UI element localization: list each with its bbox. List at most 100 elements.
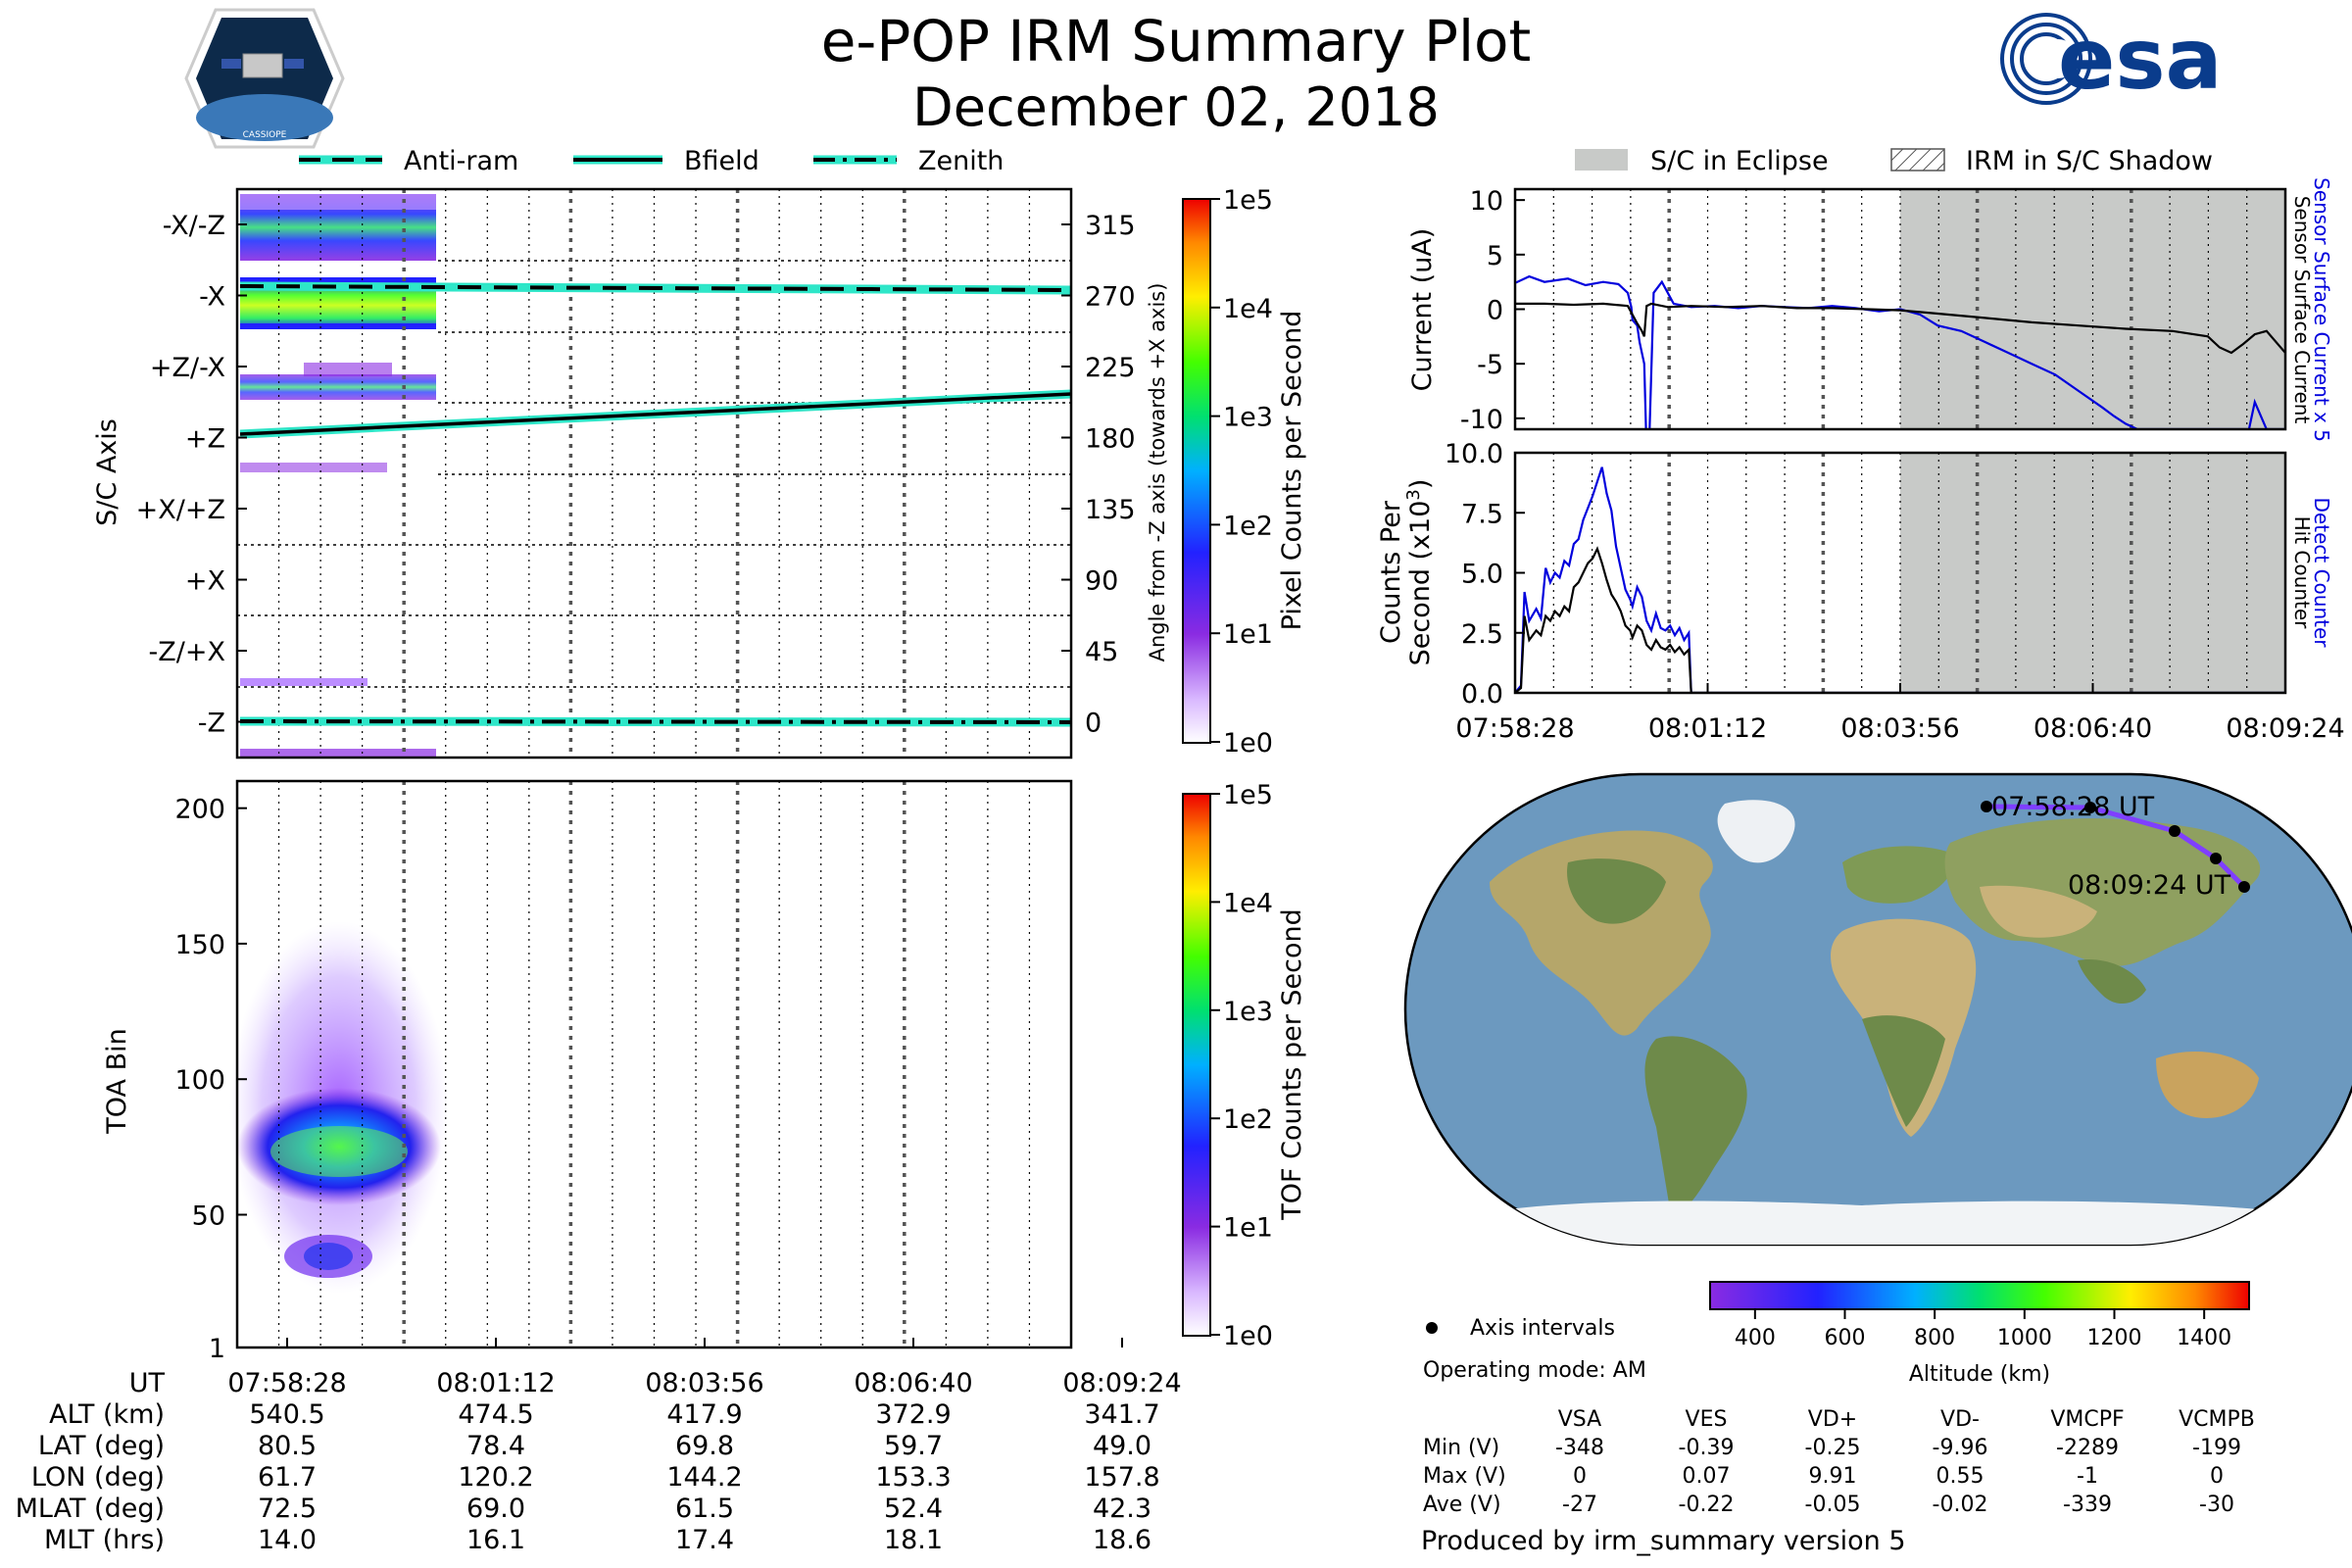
altitude-tick-label: 400 (1735, 1326, 1776, 1350)
toa-tick-label: 200 (174, 795, 225, 825)
y-tick-label: -10 (1460, 405, 1503, 435)
tof-colorbar-tick: 1e2 (1223, 1104, 1273, 1135)
track-point (1981, 801, 1992, 812)
orbit-cell: 17.4 (675, 1525, 734, 1555)
orbit-row-label: ALT (km) (49, 1399, 165, 1430)
axis-interval-marker (1426, 1322, 1438, 1334)
voltage-cell: -339 (2063, 1493, 2112, 1517)
sc-axis-right-ylabel: Angle from -Z axis (towards +X axis) (1146, 283, 1169, 662)
top-left-legend: Anti-ram Bfield Zenith (299, 146, 1004, 176)
page-subtitle: December 02, 2018 (912, 76, 1440, 138)
voltage-row-label: Max (V) (1423, 1464, 1506, 1489)
time-tick-label: 07:58:28 (1455, 713, 1574, 744)
voltage-header: VD- (1940, 1407, 1980, 1432)
legend-zenith: Zenith (918, 146, 1004, 176)
detect-counter-series (1515, 466, 2285, 693)
orbit-cell: 07:58:28 (227, 1368, 346, 1398)
pixel-colorbar-label: Pixel Counts per Second (1277, 311, 1307, 631)
voltage-cell: -199 (2192, 1436, 2241, 1460)
voltage-cell: 9.91 (1809, 1464, 1857, 1489)
world-map: 07:58:28 UT 08:09:24 UT (1403, 772, 2352, 1247)
orbit-cell: 69.0 (466, 1494, 525, 1524)
counts-x-ticks: 07:58:28 08:01:12 08:03:56 08:06:40 08:09:24 (1455, 683, 2345, 744)
angle-tick-label: 270 (1085, 282, 1136, 313)
voltage-cell: 0 (1573, 1464, 1587, 1489)
toa-tick-label: 50 (192, 1200, 225, 1231)
anti-ram-line (239, 281, 1072, 295)
voltage-cell: -2289 (2056, 1436, 2119, 1460)
altitude-tick-label: 800 (1914, 1326, 1955, 1350)
orbit-cell: 540.5 (249, 1399, 324, 1430)
track-point (2169, 825, 2180, 837)
cassiope-logo-text: CASSIOPE (243, 130, 287, 140)
toa-x-ticks (286, 1338, 1123, 1348)
axis-interval-label: Axis intervals (1470, 1316, 1615, 1341)
y-tick-label: 10 (1470, 186, 1503, 217)
legend-eclipse: S/C in Eclipse (1650, 146, 1829, 176)
toa-tick-label: 150 (174, 930, 225, 960)
orbit-row-label: LON (deg) (31, 1462, 165, 1493)
toa-heatmap-data (229, 921, 449, 1294)
orbit-cell: 18.6 (1093, 1525, 1152, 1555)
orbit-cell: 14.0 (258, 1525, 317, 1555)
sc-axis-time-grid (277, 189, 1031, 758)
voltage-cell: -0.05 (1805, 1493, 1861, 1517)
toa-time-grid (277, 781, 1031, 1348)
angle-tick-label: 0 (1085, 709, 1102, 739)
orbit-cell: 157.8 (1084, 1462, 1159, 1493)
y-tick-label: 7.5 (1461, 499, 1503, 529)
esa-logo: esa (1997, 10, 2223, 109)
voltage-header: VCMPB (2179, 1407, 2255, 1432)
sc-axis-label: -X/-Z (163, 211, 225, 241)
pixel-colorbar-tick: 1e3 (1223, 403, 1273, 433)
legend-shadow: IRM in S/C Shadow (1966, 146, 2213, 176)
angle-tick-label: 180 (1085, 424, 1136, 455)
sc-axis-label: -Z/+X (149, 637, 225, 667)
orbit-cell: 417.9 (666, 1399, 742, 1430)
sc-axis-label: +Z (185, 424, 225, 455)
track-start-label: 07:58:28 UT (1991, 792, 2155, 822)
track-point (2210, 853, 2222, 864)
voltage-cell: -0.02 (1933, 1493, 1988, 1517)
operating-mode: Operating mode: AM (1423, 1358, 1646, 1383)
sc-axis-angle-labels: 315 270 225 180 135 90 45 0 (1061, 211, 1136, 739)
current-right-label-blue: Sensor Surface Current x 5 (2310, 177, 2333, 442)
orbit-row-label: MLAT (deg) (16, 1494, 165, 1524)
voltage-header: VES (1686, 1407, 1728, 1432)
voltage-cell: -0.22 (1679, 1493, 1735, 1517)
altitude-colorbar: 400 600 800 1000 1200 1400 Altitude (km) (1709, 1281, 2250, 1387)
hit-counter-series (1515, 546, 2285, 693)
current-ylabel: Current (uA) (1407, 228, 1438, 392)
orbit-cell: 08:06:40 (854, 1368, 972, 1398)
toa-tick-label: 1 (209, 1334, 225, 1364)
footer-text: Produced by irm_summary version 5 (1421, 1526, 1906, 1556)
tof-colorbar-tick: 1e1 (1223, 1213, 1273, 1244)
voltage-cell: 0 (2210, 1464, 2224, 1489)
track-point (2238, 881, 2250, 893)
voltage-header: VD+ (1808, 1407, 1857, 1432)
voltage-cell: -348 (1555, 1436, 1604, 1460)
orbit-cell: 08:03:56 (645, 1368, 763, 1398)
altitude-tick-label: 1200 (2087, 1326, 2142, 1350)
voltage-cell: 0.55 (1936, 1464, 1984, 1489)
top-right-legend: S/C in Eclipse IRM in S/C Shadow (1575, 146, 2213, 176)
altitude-colorbar-label: Altitude (km) (1909, 1362, 2050, 1387)
orbit-cell: 18.1 (884, 1525, 943, 1555)
sc-axis-label: +Z/-X (150, 353, 225, 383)
toa-tick-label: 100 (174, 1065, 225, 1096)
angle-tick-label: 315 (1085, 211, 1136, 241)
pixel-colorbar-tick: 1e1 (1223, 619, 1273, 650)
altitude-tick-label: 1400 (2177, 1326, 2231, 1350)
bfield-line (239, 389, 1072, 439)
current-y-ticks: 10 5 0 -5 -10 (1460, 186, 1525, 435)
voltage-cell: -9.96 (1933, 1436, 1988, 1460)
orbit-cell: 120.2 (458, 1462, 533, 1493)
orbit-cell: 69.8 (675, 1431, 734, 1461)
legend-bfield: Bfield (684, 146, 760, 176)
cassiope-logo: CASSIOPE (184, 8, 345, 149)
sc-axis-label: -X (199, 282, 225, 313)
altitude-tick-label: 1000 (1997, 1326, 2052, 1350)
pixel-colorbar: 1e0 1e1 1e2 1e3 1e4 1e5 Pixel Counts per Seco… (1182, 185, 1307, 759)
